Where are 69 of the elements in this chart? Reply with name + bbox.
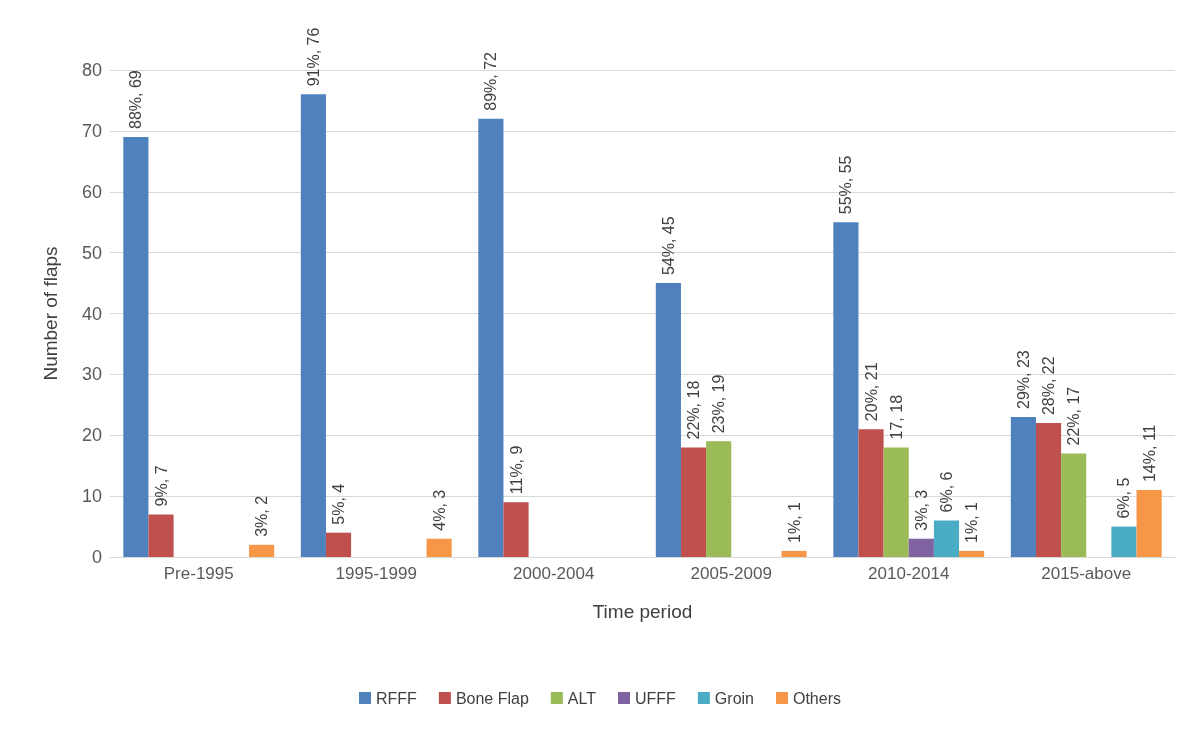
bar: [883, 447, 909, 557]
data-label: 3%, 3: [912, 489, 930, 531]
x-tick-label: Pre-1995: [163, 564, 234, 583]
data-label: 9%, 7: [152, 465, 170, 507]
bar: [680, 447, 707, 557]
data-label: 55%, 55: [837, 155, 855, 215]
data-label: 4%, 3: [430, 489, 448, 531]
y-tick-label: 20: [81, 425, 102, 446]
data-label: 3%, 2: [253, 495, 271, 537]
x-tick-label: 2015-above: [1041, 564, 1132, 583]
data-label: 17, 18: [887, 394, 905, 440]
data-label: 22%, 18: [685, 380, 703, 440]
data-label: 5%, 4: [330, 483, 348, 525]
bar: [1035, 423, 1062, 557]
bar: [959, 550, 985, 557]
data-label: 22%, 17: [1065, 386, 1083, 446]
y-tick-label: 0: [91, 547, 102, 567]
bar: [1010, 416, 1036, 557]
data-label: 88%, 69: [127, 70, 145, 129]
data-label: 91%, 76: [304, 27, 322, 87]
legend-label: ALT: [567, 689, 597, 707]
legend-label: Groin: [714, 689, 754, 707]
bar: [933, 520, 960, 557]
data-label: 29%, 23: [1014, 350, 1032, 409]
data-label: 28%, 22: [1040, 356, 1058, 416]
data-label: 1%, 1: [785, 501, 803, 543]
data-label: 14%, 11: [1140, 424, 1158, 483]
x-tick-label: 2000-2004: [513, 564, 595, 583]
data-label: 11%, 9: [507, 445, 525, 495]
y-tick-label: 70: [81, 120, 102, 141]
data-label: 89%, 72: [482, 51, 500, 111]
bar: [908, 538, 934, 557]
y-axis-title: Number of flaps: [40, 246, 61, 381]
bar: [123, 136, 149, 557]
bar: [1136, 490, 1162, 557]
data-label: 1%, 1: [963, 501, 981, 543]
legend-label: RFFF: [376, 689, 418, 707]
bar: [858, 429, 884, 557]
x-axis-title: Time period: [592, 601, 693, 622]
bar: [781, 550, 807, 557]
legend-label: Others: [792, 689, 841, 707]
bar: [325, 532, 352, 557]
bar: [655, 283, 681, 557]
y-tick-label: 80: [81, 60, 102, 80]
data-label: 6%, 6: [937, 471, 955, 513]
y-tick-label: 60: [81, 181, 102, 202]
data-label: 23%, 19: [710, 374, 728, 434]
data-label: 6%, 5: [1115, 477, 1133, 519]
bar: [148, 514, 174, 557]
data-label: 20%, 21: [862, 362, 880, 422]
bar: [478, 118, 504, 557]
bar: [706, 441, 732, 557]
y-tick-label: 40: [81, 303, 102, 324]
bar: [1061, 453, 1087, 557]
x-tick-label: 2010-2014: [868, 564, 950, 583]
legend-label: UFFF: [634, 689, 677, 707]
bar: [833, 222, 859, 557]
y-tick-label: 30: [81, 364, 102, 385]
y-tick-label: 10: [81, 486, 102, 507]
y-tick-label: 50: [81, 242, 102, 263]
bar: [503, 502, 529, 557]
x-tick-label: 2005-2009: [690, 564, 772, 583]
bar: [1111, 526, 1137, 557]
bar: [426, 538, 452, 557]
data-label: 54%, 45: [659, 216, 677, 276]
x-tick-label: 1995-1999: [335, 564, 417, 583]
bar: [300, 94, 326, 557]
legend-label: Bone Flap: [455, 689, 529, 707]
bar: [249, 544, 275, 557]
